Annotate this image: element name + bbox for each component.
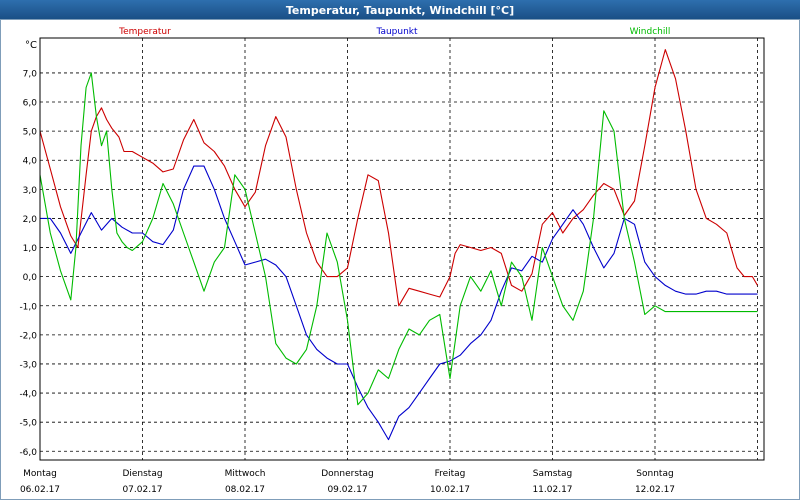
- y-tick-label: -6,0: [19, 448, 37, 458]
- y-tick-label: 6,0: [23, 99, 38, 109]
- y-tick-label: 5,0: [23, 128, 38, 138]
- y-tick-label: 2,0: [23, 215, 38, 225]
- y-tick-label: -2,0: [19, 331, 37, 341]
- y-tick-label: 4,0: [23, 157, 38, 167]
- y-tick-label: 0,0: [23, 273, 38, 283]
- y-tick-label: 7,0: [23, 69, 38, 79]
- series-line-temperatur: [39, 49, 758, 307]
- y-axis-unit: °C: [25, 40, 37, 51]
- x-tick-date-label: 08.02.17: [225, 485, 265, 495]
- x-tick-date-label: 11.02.17: [532, 485, 572, 495]
- y-tick-labels: 7,0 6,0 5,0 4,0 3,0 2,0 1,0 0,0 -1,0 -2,0 -3,0 -4,0…: [19, 69, 37, 457]
- x-tick-date-label: 07.02.17: [122, 485, 162, 495]
- y-tick-label: 3,0: [23, 186, 38, 196]
- chart-title: Temperatur, Taupunkt, Windchill [°C]: [286, 4, 514, 17]
- x-tick-day-label: Donnerstag: [321, 469, 374, 479]
- legend: Temperatur Taupunkt Windchill: [118, 27, 670, 37]
- series-line-windchill: [39, 72, 758, 406]
- y-tick-label: -1,0: [19, 302, 37, 312]
- x-tick-date-label: 10.02.17: [430, 485, 470, 495]
- legend-entry-temperatur: Temperatur: [118, 27, 171, 37]
- legend-entry-taupunkt: Taupunkt: [375, 27, 418, 37]
- series-lines: [39, 49, 758, 441]
- x-tick-day-label: Sonntag: [636, 469, 673, 479]
- x-tick-day-label: Mittwoch: [225, 469, 266, 479]
- x-tick-date-label: 12.02.17: [635, 485, 675, 495]
- grid-lines: [40, 38, 764, 460]
- y-tick-label: -3,0: [19, 360, 37, 370]
- legend-entry-windchill: Windchill: [630, 27, 671, 37]
- y-tick-label: -5,0: [19, 419, 37, 429]
- x-tick-date-label: 06.02.17: [20, 485, 60, 495]
- title-bar: [0, 0, 800, 19]
- x-tick-day-label: Samstag: [533, 469, 572, 479]
- x-tick-day-label: Montag: [23, 469, 57, 479]
- y-tick-label: 1,0: [23, 244, 38, 254]
- x-tick-date-label: 09.02.17: [327, 485, 367, 495]
- plot-frame: [39, 37, 765, 461]
- x-tick-day-label: Dienstag: [122, 469, 162, 479]
- x-tick-day-label: Freitag: [435, 469, 466, 479]
- y-tick-label: -4,0: [19, 390, 37, 400]
- series-line-taupunkt: [40, 165, 758, 441]
- x-tick-labels: Montag 06.02.17 Dienstag 07.02.17 Mittwoch 08…: [20, 469, 675, 495]
